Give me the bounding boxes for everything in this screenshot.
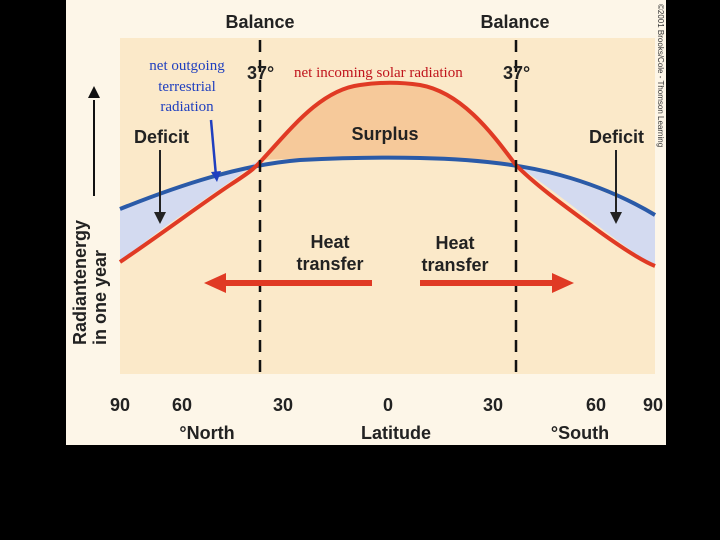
x-tick-label: 30 [483, 395, 503, 415]
deficit-arrowhead-right [610, 212, 622, 224]
outgoing-pointer [209, 119, 218, 177]
y-axis-label-line2: in one year [90, 250, 110, 345]
balance-label-right: Balance [480, 12, 549, 32]
heat-transfer-left-line1: Heat [310, 232, 349, 252]
outgoing-annotation-line2: terrestrial [158, 79, 215, 95]
deficit-label-left: Deficit [134, 127, 189, 147]
x-label-north: °North [179, 423, 234, 443]
x-tick-label: 0 [383, 395, 393, 415]
outgoing-annotation-line1: net outgoing [149, 58, 225, 74]
incoming-radiation-curve [118, 80, 656, 268]
deficit-label-right: Deficit [589, 127, 644, 147]
balance-label-left: Balance [225, 12, 294, 32]
x-label-south: °South [551, 423, 609, 443]
surplus-label: Surplus [351, 124, 418, 144]
heat-transfer-right-line1: Heat [435, 233, 474, 253]
x-tick-label: 90 [110, 395, 130, 415]
incoming-annotation: net incoming solar radiation [294, 65, 463, 81]
y-axis-arrowhead [88, 86, 100, 98]
y-axis-label-line1: Radiantenergy [70, 220, 90, 345]
heat-transfer-arrowhead-right [552, 273, 574, 293]
outgoing-radiation-curve [119, 155, 657, 217]
heat-transfer-right-line2: transfer [421, 255, 488, 275]
x-tick-label: 60 [172, 395, 192, 415]
outgoing-annotation-line3: radiation [160, 99, 214, 115]
x-tick-label: 60 [586, 395, 606, 415]
x-tick-label: 30 [273, 395, 293, 415]
x-tick-label: 90 [643, 395, 663, 415]
x-label-latitude: Latitude [361, 423, 431, 443]
copyright-text: ©2001 Brooks/Cole - Thomson Learning [656, 4, 665, 147]
angle-label-right: 37° [503, 63, 530, 83]
heat-transfer-arrowhead-left [204, 273, 226, 293]
surplus-fill [262, 82, 515, 164]
angle-label-left: 37° [247, 63, 274, 83]
deficit-arrowhead-left [154, 212, 166, 224]
deficit-fill-right [515, 164, 655, 266]
outgoing-pointer-head [211, 171, 221, 182]
heat-transfer-left-line2: transfer [296, 254, 363, 274]
